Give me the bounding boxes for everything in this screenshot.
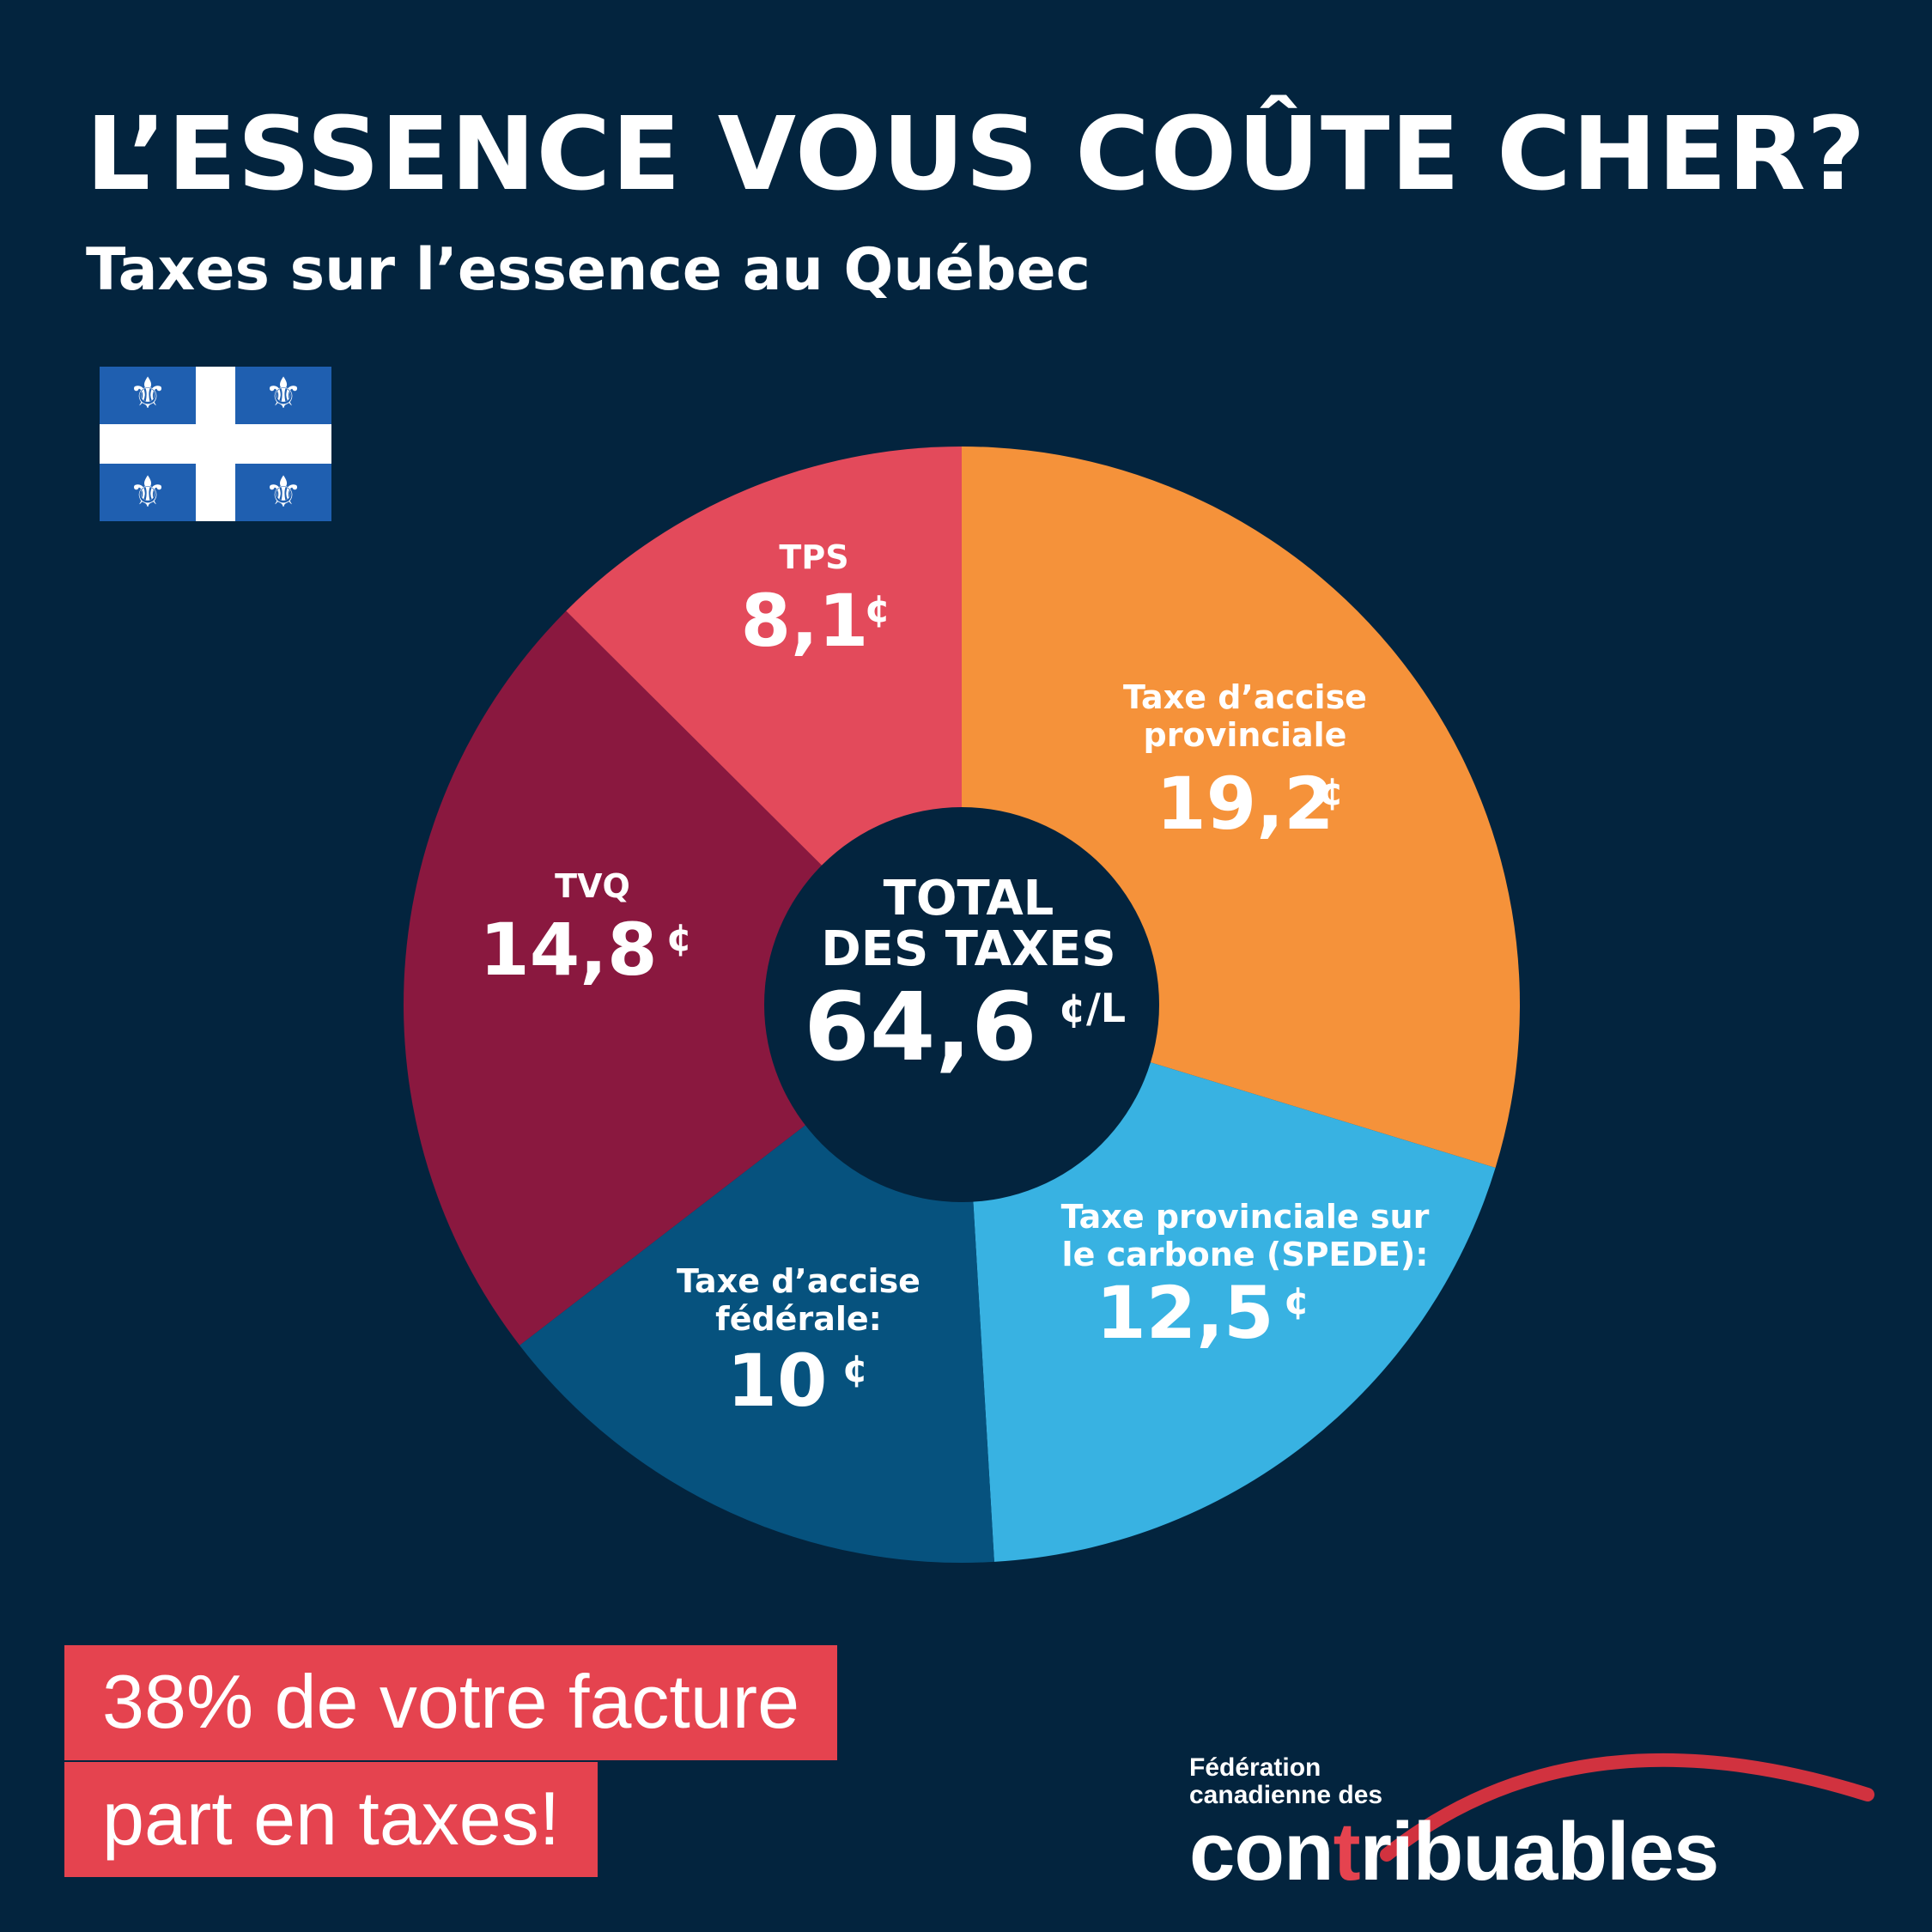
slice-unit: ¢: [842, 1347, 869, 1391]
slice-label: Taxe d’accise: [677, 1262, 920, 1300]
page-subtitle: Taxes sur l’essence au Québec: [86, 236, 1091, 304]
slice-label: provinciale: [1144, 716, 1347, 754]
logo-word-part2: ribuables: [1359, 1806, 1720, 1898]
slice-label: Taxe provinciale sur: [1061, 1198, 1430, 1236]
donut-hole: [764, 807, 1159, 1202]
slice-label: Taxe d’accise: [1123, 678, 1367, 716]
slice-unit: ¢: [1318, 770, 1345, 814]
tax-share-banner-line2: part en taxes!: [64, 1762, 598, 1877]
slice-label: fédérale:: [715, 1300, 882, 1338]
logo-wordmark: contribuables: [1189, 1805, 1720, 1899]
fleur-de-lis-icon: ⚜ ⚜ ⚜ ⚜: [129, 368, 303, 517]
logo-word-part1: con: [1189, 1806, 1334, 1898]
svg-text:⚜: ⚜: [129, 467, 167, 517]
slice-value: 8,1: [741, 579, 869, 663]
logo-line1: Fédération: [1189, 1753, 1321, 1782]
svg-text:⚜: ⚜: [264, 467, 303, 517]
pie-slice: [404, 611, 962, 1346]
center-total-unit: ¢/L: [1059, 985, 1126, 1031]
tax-share-banner-line1: 38% de votre facture: [64, 1645, 838, 1760]
quebec-flag-icon: ⚜ ⚜ ⚜ ⚜: [100, 367, 331, 521]
logo-swoosh-icon: [1380, 1753, 1874, 1862]
slice-label: TVQ: [555, 867, 630, 905]
logo-line2: canadienne des: [1189, 1781, 1383, 1809]
center-total-label: TOTAL: [884, 871, 1054, 927]
logo-word-red: t: [1333, 1806, 1361, 1898]
page-title: L’ESSENCE VOUS COÛTE CHER?: [86, 94, 1867, 213]
svg-text:⚜: ⚜: [129, 368, 167, 418]
slice-value: 19,2: [1156, 762, 1334, 846]
slice-label: TPS: [779, 538, 848, 576]
slice-value: 12,5: [1096, 1271, 1273, 1355]
slice-label: le carbone (SPEDE):: [1062, 1236, 1429, 1273]
center-total-label-2: DES TAXES: [821, 921, 1116, 977]
center-total-value: 64,6: [804, 972, 1036, 1082]
cft-logo: Fédération canadienne des contribuables: [1189, 1743, 1876, 1898]
slice-unit: ¢: [1284, 1279, 1310, 1323]
slice-value: 10: [727, 1339, 828, 1423]
svg-text:⚜: ⚜: [264, 368, 303, 418]
slice-unit: ¢: [666, 916, 693, 960]
slice-value: 14,8: [479, 908, 657, 992]
slice-unit: ¢: [865, 587, 891, 631]
